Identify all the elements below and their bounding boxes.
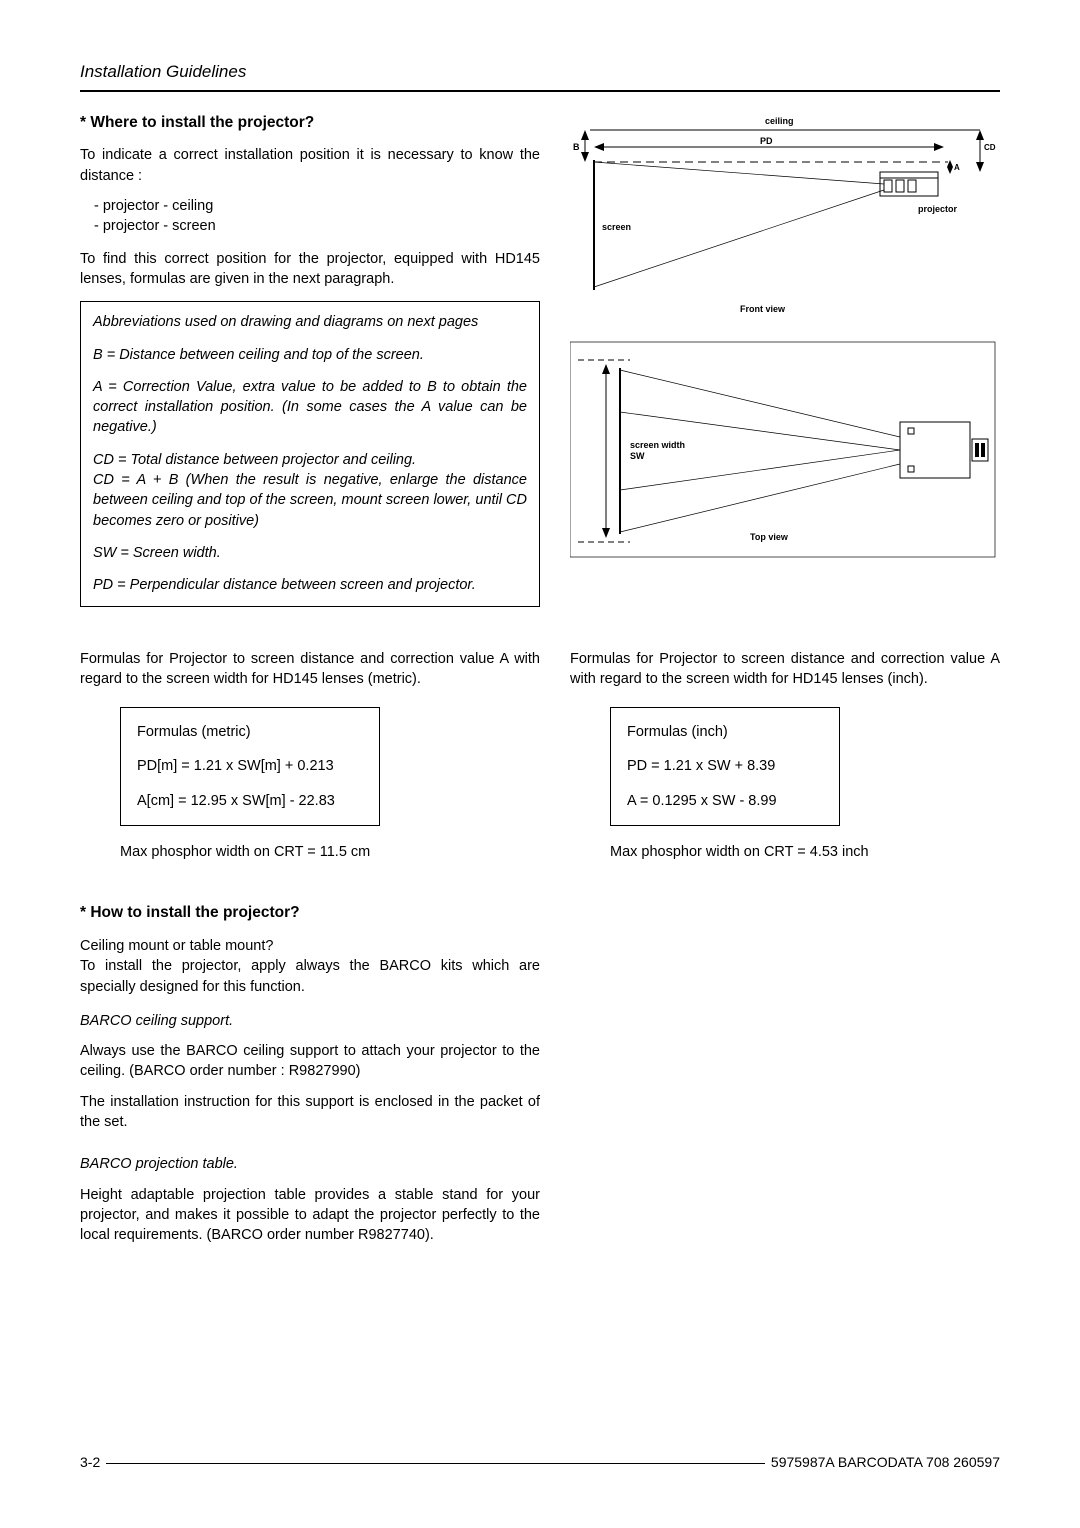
left-column: * Where to install the projector? To ind…: [80, 112, 540, 627]
label-screen: screen: [602, 222, 631, 232]
projection-table-p: Height adaptable projection table provid…: [80, 1185, 540, 1246]
label-A: A: [954, 163, 960, 172]
page-header-title: Installation Guidelines: [80, 60, 1000, 84]
label-ceiling: ceiling: [765, 116, 794, 126]
label-PD: PD: [760, 136, 773, 146]
formula-intro-metric-text: Formulas for Projector to screen distanc…: [80, 651, 540, 687]
max-phosphor-metric: Max phosphor width on CRT = 11.5 cm: [120, 842, 540, 862]
footer-rule: [106, 1463, 765, 1464]
how-to-install-section: * How to install the projector? Ceiling …: [80, 902, 540, 1245]
label-sw: SW: [630, 451, 645, 461]
section-heading-how: * How to install the projector?: [80, 902, 540, 924]
diagram-area: ceiling B PD CD A: [570, 112, 1000, 592]
abbrev-CD: CD = Total distance between projector an…: [93, 450, 527, 531]
label-front-view: Front view: [740, 304, 786, 314]
formula-intro-inch-text: Formulas for Projector to screen distanc…: [570, 651, 1000, 687]
formula-inch-line2: A = 0.1295 x SW - 8.99: [627, 791, 823, 811]
formula-inch-title: Formulas (inch): [627, 722, 823, 742]
formula-intro-metric: Formulas for Projector to screen distanc…: [80, 649, 540, 690]
formula-inch-line1: PD = 1.21 x SW + 8.39: [627, 756, 823, 776]
para-2: To find this correct position for the pr…: [80, 249, 540, 290]
abbrev-A: A = Correction Value, extra value to be …: [93, 377, 527, 438]
projection-table-heading: BARCO projection table.: [80, 1154, 540, 1174]
label-top-view: Top view: [750, 532, 789, 542]
label-projector: projector: [918, 204, 958, 214]
formula-box-inch: Formulas (inch) PD = 1.21 x SW + 8.39 A …: [610, 707, 840, 826]
footer-page-number: 3-2: [80, 1453, 100, 1473]
intro-para: To indicate a correct installation posit…: [80, 145, 540, 186]
label-CD: CD: [984, 143, 996, 152]
max-phosphor-inch: Max phosphor width on CRT = 4.53 inch: [610, 842, 1000, 862]
right-column: ceiling B PD CD A: [570, 112, 1000, 627]
abbrev-SW: SW = Screen width.: [93, 543, 527, 563]
page-footer: 3-2 5975987A BARCODATA 708 260597: [80, 1453, 1000, 1473]
mount-para: To install the projector, apply always t…: [80, 956, 540, 997]
footer-doc-id: 5975987A BARCODATA 708 260597: [771, 1453, 1000, 1473]
label-screen-width: screen width: [630, 440, 685, 450]
label-B: B: [573, 142, 580, 152]
projector-diagram-svg: ceiling B PD CD A: [570, 112, 1000, 592]
formula-col-metric: Formulas for Projector to screen distanc…: [80, 627, 540, 863]
abbreviations-box: Abbreviations used on drawing and diagra…: [80, 301, 540, 606]
formula-metric-title: Formulas (metric): [137, 722, 363, 742]
ceiling-support-heading: BARCO ceiling support.: [80, 1011, 540, 1031]
ceiling-support-p1: Always use the BARCO ceiling support to …: [80, 1041, 540, 1082]
abbrev-title: Abbreviations used on drawing and diagra…: [93, 312, 527, 332]
bullet-2: - projector - screen: [94, 216, 540, 236]
formula-row: Formulas for Projector to screen distanc…: [80, 627, 1000, 863]
ceiling-support-p2: The installation instruction for this su…: [80, 1092, 540, 1133]
abbrev-PD: PD = Perpendicular distance between scre…: [93, 575, 527, 595]
mount-question: Ceiling mount or table mount?: [80, 936, 540, 956]
formula-metric-line2: A[cm] = 12.95 x SW[m] - 22.83: [137, 791, 363, 811]
formula-intro-inch: Formulas for Projector to screen distanc…: [570, 649, 1000, 690]
header-rule: [80, 90, 1000, 92]
formula-box-metric: Formulas (metric) PD[m] = 1.21 x SW[m] +…: [120, 707, 380, 826]
formula-col-inch: Formulas for Projector to screen distanc…: [570, 627, 1000, 863]
content-columns: * Where to install the projector? To ind…: [80, 112, 1000, 627]
section-heading-where: * Where to install the projector?: [80, 112, 540, 134]
abbrev-B: B = Distance between ceiling and top of …: [93, 345, 527, 365]
formula-metric-line1: PD[m] = 1.21 x SW[m] + 0.213: [137, 756, 363, 776]
bullet-1: - projector - ceiling: [94, 196, 540, 216]
